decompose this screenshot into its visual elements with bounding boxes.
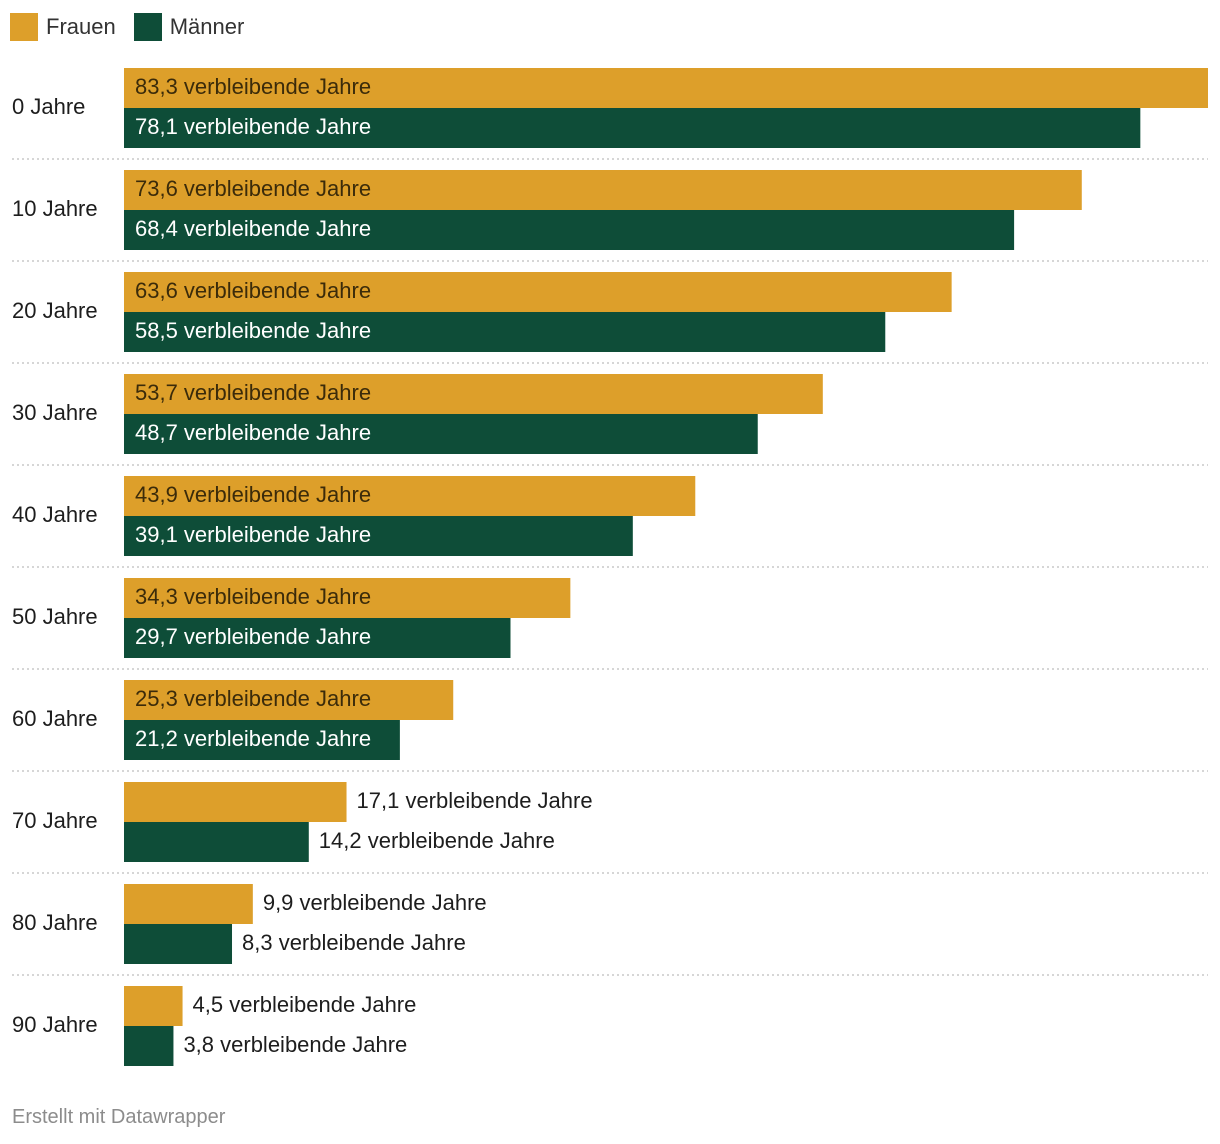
- category-label-30-jahre: 30 Jahre: [12, 400, 98, 425]
- data-label-frauen-70-jahre: 17,1 verbleibende Jahre: [357, 788, 593, 813]
- legend-label-maenner: Männer: [169, 14, 245, 39]
- bar-frauen-0-jahre: [124, 68, 1208, 108]
- legend-item-frauen: Frauen: [10, 13, 116, 41]
- bar-maenner-20-jahre: [124, 312, 886, 352]
- category-label-20-jahre: 20 Jahre: [12, 298, 98, 323]
- data-label-maenner-50-jahre: 29,7 verbleibende Jahre: [135, 624, 371, 649]
- legend-item-maenner: Männer: [133, 13, 245, 41]
- category-label-70-jahre: 70 Jahre: [12, 808, 98, 833]
- data-label-maenner-40-jahre: 39,1 verbleibende Jahre: [135, 522, 371, 547]
- data-label-maenner-60-jahre: 21,2 verbleibende Jahre: [135, 726, 371, 751]
- bar-frauen-50-jahre: [124, 578, 571, 618]
- bar-frauen-40-jahre: [124, 476, 696, 516]
- bar-maenner-80-jahre: [124, 924, 233, 964]
- data-label-frauen-0-jahre: 83,3 verbleibende Jahre: [135, 74, 371, 99]
- bar-maenner-30-jahre: [124, 414, 758, 454]
- bar-maenner-0-jahre: [124, 108, 1141, 148]
- category-label-40-jahre: 40 Jahre: [12, 502, 98, 527]
- category-label-50-jahre: 50 Jahre: [12, 604, 98, 629]
- data-label-maenner-70-jahre: 14,2 verbleibende Jahre: [319, 828, 555, 853]
- category-label-90-jahre: 90 Jahre: [12, 1012, 98, 1037]
- data-label-frauen-20-jahre: 63,6 verbleibende Jahre: [135, 278, 371, 303]
- category-label-10-jahre: 10 Jahre: [12, 196, 98, 221]
- bar-frauen-70-jahre: [124, 782, 347, 822]
- data-label-frauen-10-jahre: 73,6 verbleibende Jahre: [135, 176, 371, 201]
- data-label-frauen-50-jahre: 34,3 verbleibende Jahre: [135, 584, 371, 609]
- data-label-maenner-10-jahre: 68,4 verbleibende Jahre: [135, 216, 371, 241]
- data-label-maenner-0-jahre: 78,1 verbleibende Jahre: [135, 114, 371, 139]
- data-label-frauen-90-jahre: 4,5 verbleibende Jahre: [193, 992, 417, 1017]
- category-label-0-jahre: 0 Jahre: [12, 94, 85, 119]
- legend-swatch-maenner: [133, 13, 162, 41]
- data-label-frauen-80-jahre: 9,9 verbleibende Jahre: [263, 890, 487, 915]
- bar-frauen-10-jahre: [124, 170, 1082, 210]
- chart-legend: Frauen Männer: [10, 12, 262, 42]
- bar-frauen-20-jahre: [124, 272, 952, 312]
- legend-swatch-frauen: [10, 13, 38, 41]
- category-label-60-jahre: 60 Jahre: [12, 706, 98, 731]
- data-label-maenner-90-jahre: 3,8 verbleibende Jahre: [183, 1032, 407, 1057]
- bar-chart: 0 Jahre 83,3 verbleibende Jahre 78,1 verbl…: [12, 68, 1208, 1066]
- legend-label-frauen: Frauen: [46, 14, 116, 39]
- data-label-maenner-30-jahre: 48,7 verbleibende Jahre: [135, 420, 371, 445]
- data-label-maenner-20-jahre: 58,5 verbleibende Jahre: [135, 318, 371, 343]
- bar-frauen-80-jahre: [124, 884, 253, 924]
- bar-frauen-90-jahre: [124, 986, 183, 1026]
- bar-frauen-60-jahre: [124, 680, 454, 720]
- bar-maenner-60-jahre: [124, 720, 400, 760]
- bar-maenner-70-jahre: [124, 822, 309, 862]
- data-label-maenner-80-jahre: 8,3 verbleibende Jahre: [242, 930, 466, 955]
- bar-maenner-10-jahre: [124, 210, 1015, 250]
- bar-maenner-90-jahre: [124, 1026, 174, 1066]
- category-label-80-jahre: 80 Jahre: [12, 910, 98, 935]
- data-label-frauen-30-jahre: 53,7 verbleibende Jahre: [135, 380, 371, 405]
- data-label-frauen-60-jahre: 25,3 verbleibende Jahre: [135, 686, 371, 711]
- bar-frauen-30-jahre: [124, 374, 823, 414]
- bar-maenner-50-jahre: [124, 618, 511, 658]
- data-label-frauen-40-jahre: 43,9 verbleibende Jahre: [135, 482, 371, 507]
- bar-maenner-40-jahre: [124, 516, 633, 556]
- chart-credit: Erstellt mit Datawrapper: [12, 1106, 226, 1128]
